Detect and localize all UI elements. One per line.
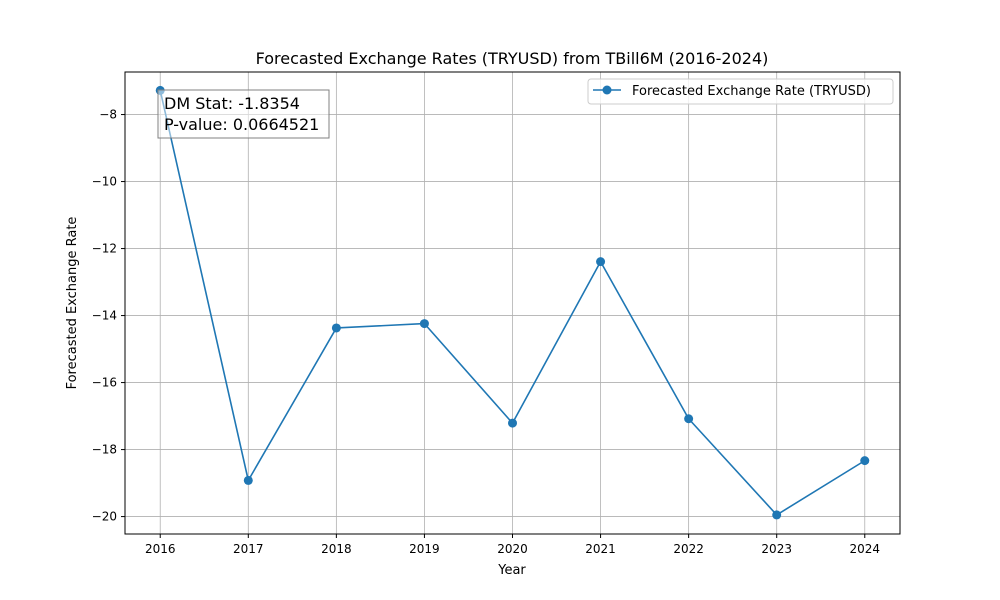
x-axis-label: Year (497, 563, 526, 578)
y-axis-label: Forecasted Exchange Rate (65, 217, 80, 390)
annotation-dm-stat: DM Stat: -1.8354 (164, 94, 300, 113)
y-tick-label: −8 (99, 108, 117, 122)
data-point (772, 510, 782, 520)
legend-frame (587, 78, 894, 105)
data-point (508, 418, 517, 428)
data-point (331, 323, 341, 333)
annotation-p-value: P-value: 0.0664521 (164, 115, 319, 134)
legend-label: Forecasted Exchange Rate (TRYUSD) (632, 84, 871, 99)
y-tick-label: −20 (92, 510, 117, 524)
legend-marker-icon (602, 85, 612, 95)
grid-lines (125, 72, 900, 534)
x-tick-label: 2024 (849, 542, 880, 556)
y-tick-label: −14 (92, 309, 117, 323)
x-tick-label: 2017 (233, 542, 264, 556)
data-point (419, 319, 429, 329)
data-point (596, 257, 606, 267)
y-tick-label: −18 (92, 443, 117, 457)
x-tick-label: 2019 (409, 542, 440, 556)
data-point (684, 414, 694, 424)
x-tick-label: 2020 (497, 542, 528, 556)
series-layer (155, 85, 870, 520)
y-tick-label: −12 (92, 242, 117, 256)
x-tick-label: 2021 (585, 542, 616, 556)
x-tick-label: 2022 (673, 542, 704, 556)
chart-title: Forecasted Exchange Rates (TRYUSD) from … (256, 49, 769, 68)
legend: Forecasted Exchange Rate (TRYUSD) (587, 78, 894, 105)
axis-ticks: 2016 2017 2018 2019 2020 2021 2022 2023 2024 −8 −1… (92, 108, 880, 556)
y-tick-label: −16 (92, 376, 117, 390)
y-tick-label: −10 (92, 175, 117, 189)
data-point (860, 456, 870, 466)
x-tick-label: 2018 (321, 542, 352, 556)
annotation-box: DM Stat: -1.8354 P-value: 0.0664521 (157, 89, 330, 139)
x-tick-label: 2016 (145, 542, 176, 556)
x-tick-label: 2023 (761, 542, 792, 556)
data-point (243, 475, 253, 485)
annotation-box-frame (157, 89, 330, 139)
